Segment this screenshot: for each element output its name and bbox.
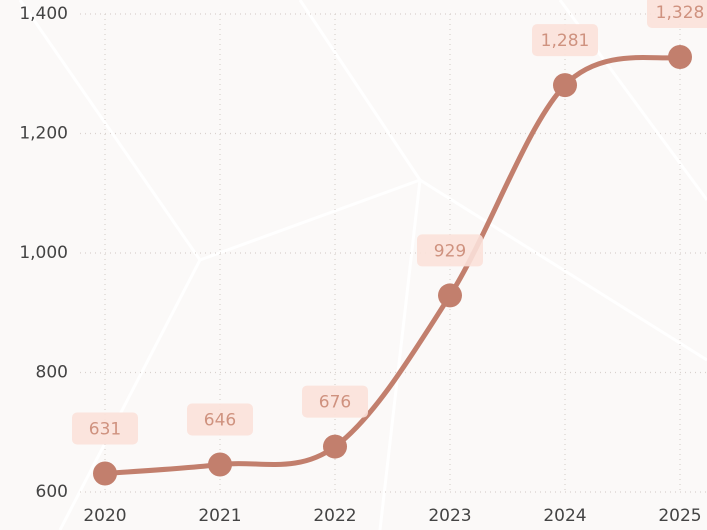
background-pattern — [18, 0, 707, 530]
x-tick-label: 2020 — [83, 506, 126, 526]
x-tick-label: 2021 — [198, 506, 241, 526]
y-tick-label: 1,000 — [19, 243, 68, 263]
label-box — [532, 24, 598, 57]
data-label: 1,328 — [656, 3, 705, 23]
x-tick-label: 2023 — [428, 506, 471, 526]
x-tick-label: 2024 — [543, 506, 586, 526]
marker — [93, 461, 117, 486]
label-box — [187, 403, 253, 436]
marker — [208, 452, 232, 477]
data-label: 1,281 — [541, 31, 590, 51]
data-label: 929 — [434, 241, 466, 261]
x-tick-label: 2025 — [658, 506, 701, 526]
label-box — [72, 412, 138, 445]
marker — [553, 73, 577, 98]
y-tick-label: 1,400 — [19, 4, 68, 24]
marker — [323, 434, 347, 459]
marker — [668, 45, 692, 70]
y-tick-label: 800 — [36, 363, 68, 383]
y-tick-label: 600 — [36, 482, 68, 502]
data-label: 676 — [319, 393, 351, 413]
data-label: 631 — [89, 419, 121, 439]
data-label: 646 — [204, 411, 236, 431]
y-tick-label: 1,200 — [19, 124, 68, 144]
x-tick-label: 2022 — [313, 506, 356, 526]
label-box — [302, 385, 368, 418]
marker — [438, 283, 462, 308]
label-box — [417, 234, 483, 267]
label-box — [647, 0, 707, 29]
